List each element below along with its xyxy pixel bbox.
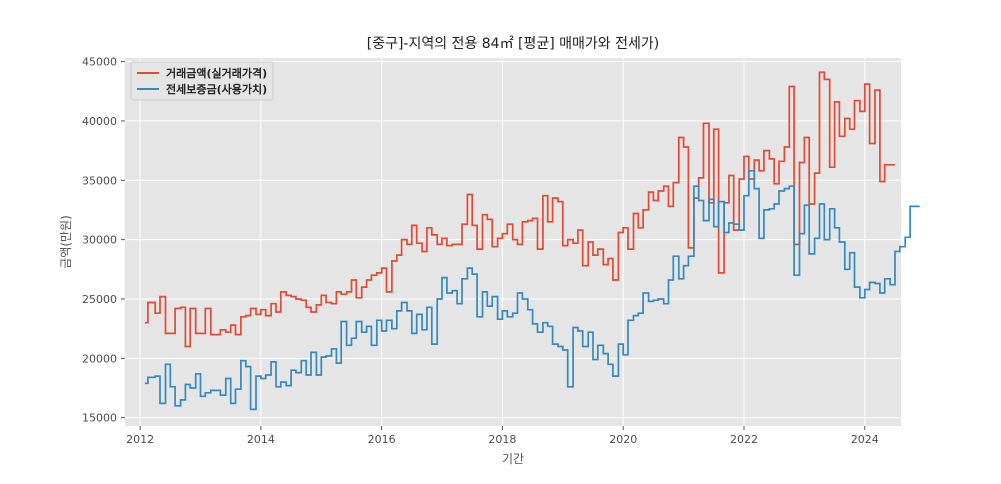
x-tick-label: 2022 <box>730 433 758 446</box>
y-tick-label: 30000 <box>82 234 117 247</box>
series-line-0 <box>144 71 895 348</box>
legend-box <box>130 61 274 101</box>
y-tick-label: 25000 <box>82 293 117 306</box>
x-tick-label: 2018 <box>488 433 516 446</box>
y-tick-label: 35000 <box>82 174 117 187</box>
y-tick-label: 15000 <box>82 412 117 425</box>
y-axis-label: 금액(만원) <box>59 215 73 269</box>
legend-label-transaction-price: 거래금액(실거래가격) <box>166 66 267 80</box>
x-axis-label: 기간 <box>502 452 524 466</box>
x-tick-label: 2012 <box>126 433 154 446</box>
series-line-1 <box>144 169 920 411</box>
plot-background <box>125 58 901 426</box>
chart-title: [중구]-지역의 전용 84㎡ [평균] 매매가와 전세가) <box>367 36 660 52</box>
x-tick-label: 2020 <box>609 433 637 446</box>
legend-label-jeonse-deposit: 전세보증금(사용가치) <box>166 82 267 96</box>
series-layer <box>144 71 920 411</box>
y-tick-label: 45000 <box>82 56 117 69</box>
y-tick-label: 20000 <box>82 352 117 365</box>
x-axis-ticks: 2012 2014 2016 2018 2020 2022 2024 <box>126 426 879 446</box>
legend: 거래금액(실거래가격) 전세보증금(사용가치) <box>130 61 274 101</box>
x-tick-label: 2024 <box>851 433 879 446</box>
y-tick-label: 40000 <box>82 115 117 128</box>
y-axis-ticks: 15000 20000 25000 30000 35000 40000 45000 <box>82 56 125 425</box>
x-tick-label: 2016 <box>368 433 396 446</box>
x-tick-label: 2014 <box>247 433 275 446</box>
